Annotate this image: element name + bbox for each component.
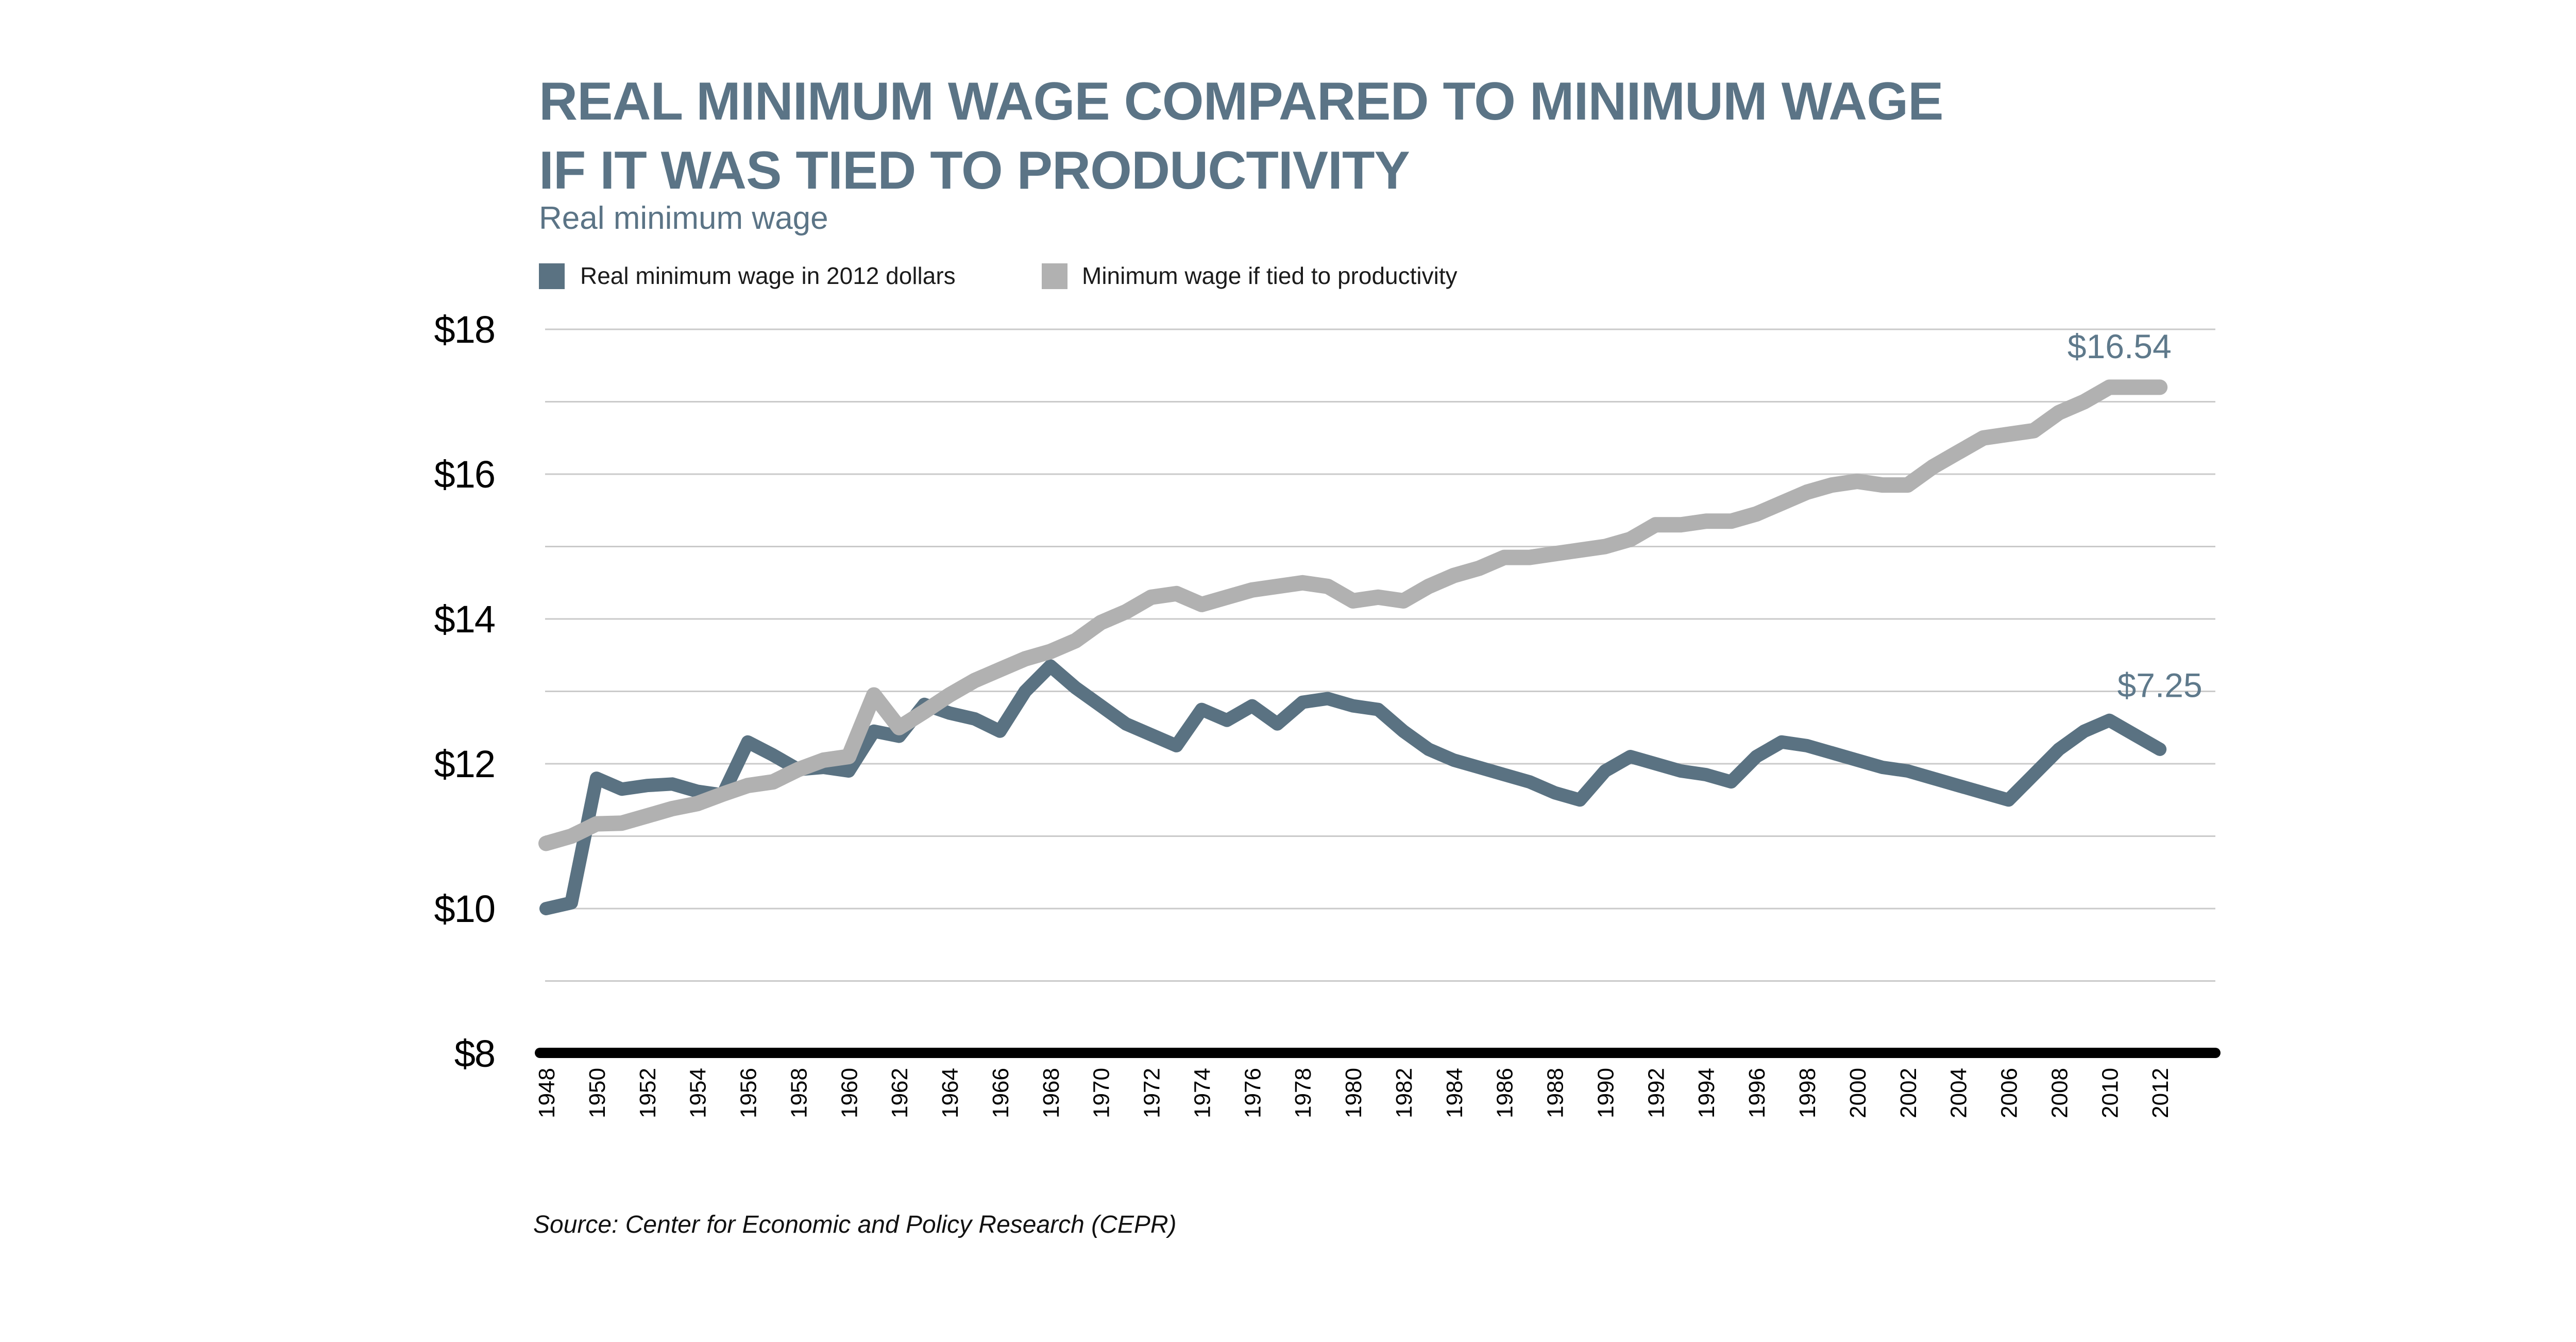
x-axis-label-2004: 2004 [1946,1068,1972,1118]
legend-label-real-minimum-wage: Real minimum wage in 2012 dollars [580,262,956,289]
y-axis-label-16: $16 [434,453,495,496]
x-axis-label-1992: 1992 [1643,1068,1669,1118]
x-axis-label-2008: 2008 [2047,1068,2072,1118]
y-axis-label-8: $8 [454,1032,495,1075]
chart-title-line2: IF IT WAS TIED TO PRODUCTIVITY [539,141,1410,200]
x-axis-label-2006: 2006 [1997,1068,2022,1118]
chart-subtitle: Real minimum wage [539,200,828,236]
x-axis-label-2000: 2000 [1845,1068,1871,1118]
y-axis-label-10: $10 [434,887,495,930]
x-axis-label-1988: 1988 [1543,1068,1568,1118]
x-axis-label-2010: 2010 [2097,1068,2123,1118]
chart-title-line1: REAL MINIMUM WAGE COMPARED TO MINIMUM WA… [539,72,1943,131]
x-axis-label-1978: 1978 [1291,1068,1316,1118]
y-axis-label-12: $12 [434,743,495,785]
x-axis-label-1968: 1968 [1039,1068,1064,1118]
x-axis-label-1960: 1960 [837,1068,862,1118]
x-axis-label-1974: 1974 [1190,1068,1215,1118]
x-axis-label-1970: 1970 [1089,1068,1114,1118]
chart-legend: Real minimum wage in 2012 dollars Minimu… [539,262,1458,289]
x-axis-label-1952: 1952 [635,1068,660,1118]
x-axis-label-1962: 1962 [887,1068,912,1118]
x-axis-label-1948: 1948 [534,1068,560,1118]
x-axis-label-1950: 1950 [585,1068,610,1118]
x-axis-label-1958: 1958 [786,1068,811,1118]
legend-label-productivity: Minimum wage if tied to productivity [1082,262,1458,289]
x-axis-label-1982: 1982 [1392,1068,1417,1118]
endpoint-label-real: $7.25 [2117,666,2202,704]
legend-swatch-productivity [1042,263,1067,289]
x-axis-label-1984: 1984 [1442,1068,1467,1118]
line-productivity-minimum-wage [538,379,2168,851]
x-axis-label-2002: 2002 [1896,1068,1921,1118]
x-axis-label-1972: 1972 [1140,1068,1165,1118]
x-axis-label-1986: 1986 [1493,1068,1518,1118]
x-axis-label-1990: 1990 [1593,1068,1618,1118]
legend-swatch-real-minimum-wage [539,263,565,289]
endpoint-label-productivity: $16.54 [2067,327,2172,365]
x-axis-label-1994: 1994 [1694,1068,1719,1118]
x-axis-label-1998: 1998 [1795,1068,1820,1118]
x-axis-label-1996: 1996 [1744,1068,1770,1118]
x-axis-label-1976: 1976 [1240,1068,1265,1118]
line-real-minimum-wage [539,659,2167,915]
x-axis-label-1954: 1954 [686,1068,711,1118]
plot-area: $8 $10 $12 $14 $16 $18 1948 1950 1952 1954 1956 195… [434,308,2221,1118]
source-note: Source: Center for Economic and Policy R… [533,1211,1177,1238]
x-axis-label-1966: 1966 [988,1068,1013,1118]
y-axis-label-18: $18 [434,308,495,351]
x-axis-label-2012: 2012 [2148,1068,2173,1118]
x-axis-label-1964: 1964 [938,1068,963,1118]
y-axis-label-14: $14 [434,598,495,641]
x-axis-label-1980: 1980 [1341,1068,1366,1118]
x-axis-label-1956: 1956 [736,1068,761,1118]
